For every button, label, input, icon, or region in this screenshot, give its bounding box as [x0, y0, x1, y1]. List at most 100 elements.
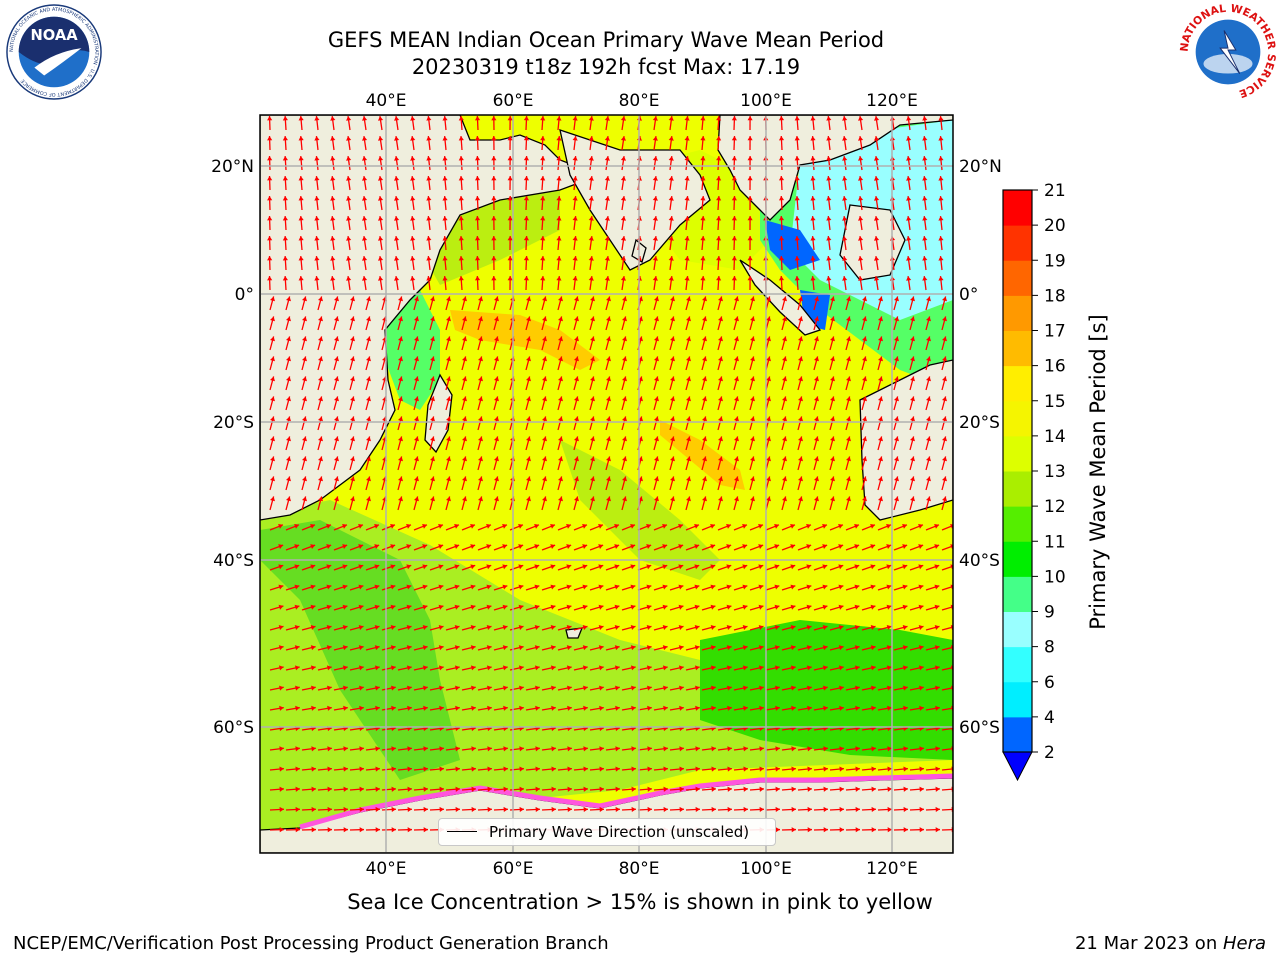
wave-arrow-head [458, 196, 464, 201]
wave-arrow-head [558, 296, 564, 302]
wave-arrow-head [846, 296, 852, 302]
wave-arrow-head [711, 705, 716, 711]
wave-arrow-head [278, 665, 284, 671]
wave-arrow-head [502, 624, 508, 630]
wave-arrow-head [727, 746, 732, 752]
wave-arrow-head [362, 136, 368, 141]
wave-arrow-head [311, 746, 316, 752]
wave-arrow-head [646, 584, 652, 590]
wave-arrow-head [518, 523, 523, 529]
wave-arrow-head [279, 806, 284, 813]
wave-arrow-head [486, 604, 492, 610]
wave-arrow-head [686, 456, 692, 462]
wave-arrow-head [410, 256, 416, 261]
wave-arrow-head [670, 396, 676, 402]
wave-arrow-head [358, 523, 363, 529]
wave-arrow-head [814, 396, 820, 402]
wave-arrow-head [374, 645, 380, 651]
wave-arrow-head [668, 156, 674, 161]
wave-arrow-head [446, 316, 452, 322]
wave-arrow-head [807, 705, 812, 711]
wave-arrow-head [330, 256, 336, 261]
wave-arrow-head [478, 476, 484, 482]
wave-arrow-head [314, 116, 320, 121]
wave-arrow-head [935, 806, 940, 813]
wave-arrow-head [858, 176, 864, 181]
wave-arrow-head [684, 136, 690, 141]
wave-arrow-head [652, 196, 658, 201]
wave-arrow-head [778, 256, 785, 261]
wave-arrow-head [550, 645, 556, 651]
wave-arrow-head [654, 336, 660, 342]
wave-arrow-head [471, 746, 476, 752]
wave-arrow-head [311, 685, 316, 691]
wave-arrow-head [507, 196, 513, 201]
wave-arrow-head [346, 236, 352, 241]
wave-arrow-head [423, 746, 428, 752]
wave-arrow-head [684, 156, 690, 161]
wave-arrow-head [846, 316, 852, 322]
wave-arrow-head [542, 296, 548, 302]
wave-arrow-head [286, 316, 292, 322]
wave-arrow-head [734, 416, 740, 422]
wave-arrow-head [742, 544, 748, 550]
wave-arrow-head [620, 236, 626, 241]
wave-arrow-head [278, 523, 283, 529]
wave-arrow-head [684, 216, 690, 221]
wave-arrow-head [620, 196, 626, 201]
wave-arrow-head [470, 584, 476, 590]
wave-arrow-head [838, 624, 844, 630]
wave-arrow-head [540, 116, 546, 121]
lat-label-right-20s: 20°S [959, 413, 1000, 433]
colorbar-tick-label: 15 [1044, 392, 1066, 412]
wave-arrow-head [270, 396, 276, 402]
wave-arrow-head [556, 196, 562, 201]
wave-arrow-head [670, 296, 676, 302]
wave-arrow-head [934, 624, 940, 630]
wave-arrow-head [398, 496, 404, 502]
wave-arrow-head [807, 766, 812, 772]
wave-arrow-head [822, 584, 828, 590]
wave-arrow-head [906, 236, 912, 241]
wave-arrow-head [810, 276, 816, 281]
wave-arrow-head [487, 746, 492, 752]
wave-arrow-head [684, 256, 690, 261]
wave-arrow-head [574, 496, 580, 502]
wave-arrow-head [758, 544, 764, 550]
wave-arrow-head [702, 436, 708, 442]
wave-arrow-head [731, 256, 737, 261]
wave-arrow-head [938, 276, 944, 281]
wave-arrow-head [886, 584, 892, 590]
wave-arrow-head [295, 705, 300, 711]
wave-arrow-head [766, 356, 772, 362]
wave-arrow-head [572, 196, 578, 201]
wave-arrow-head [919, 827, 924, 833]
wave-arrow-head [362, 176, 368, 181]
wave-arrow-head [747, 216, 753, 221]
wave-arrow-head [550, 665, 556, 671]
wave-arrow-head [878, 456, 884, 462]
wave-arrow-head [375, 685, 380, 691]
wave-arrow-head [806, 624, 812, 630]
wave-arrow-head [922, 136, 928, 141]
wave-arrow-head [942, 436, 948, 442]
wave-arrow-head [378, 236, 384, 241]
wave-arrow-head [702, 396, 708, 402]
wave-arrow-head [375, 766, 380, 772]
wave-arrow-head [670, 336, 676, 342]
wave-arrow-head [726, 544, 732, 550]
wave-arrow-head [526, 496, 532, 502]
wave-arrow-head [906, 156, 912, 161]
wave-arrow-head [550, 564, 556, 570]
wave-arrow-head [902, 544, 908, 550]
se-asia-landmass [717, 115, 953, 221]
wave-arrow-head [926, 296, 932, 302]
wave-arrow-head [342, 665, 348, 671]
wave-arrow-head [734, 456, 740, 462]
lat-label-right-0: 0° [959, 285, 978, 305]
wave-arrow-head [298, 256, 304, 261]
wave-arrow-head [663, 806, 668, 813]
wave-arrow-head [523, 236, 529, 241]
wave-arrow-head [523, 136, 529, 141]
wave-arrow-head [326, 523, 331, 529]
